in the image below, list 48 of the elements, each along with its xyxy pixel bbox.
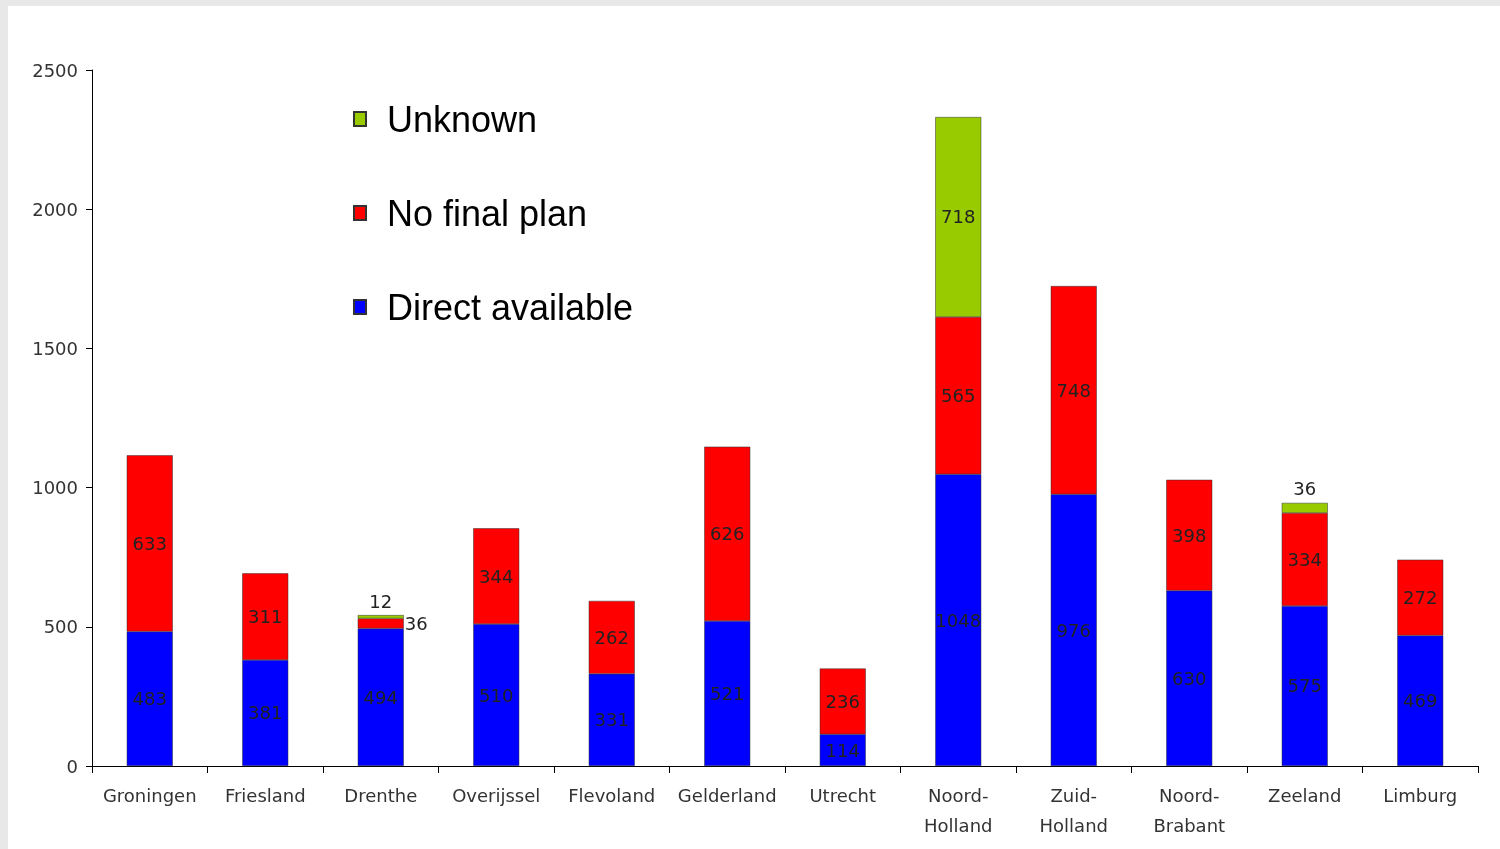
x-tick-label: Flevoland xyxy=(568,784,656,806)
x-tick-label: Utrecht xyxy=(809,784,877,806)
data-label: 236 xyxy=(825,690,860,712)
data-label: 718 xyxy=(941,206,976,228)
data-label: 483 xyxy=(132,688,167,710)
data-label: 630 xyxy=(1172,667,1207,689)
x-tick-label: Overijssel xyxy=(452,784,541,806)
data-label: 976 xyxy=(1056,619,1091,641)
data-label: 494 xyxy=(363,686,398,708)
y-tick-label: 1500 xyxy=(32,337,78,359)
legend-label: Direct available xyxy=(387,286,634,328)
data-label: 1048 xyxy=(935,609,982,631)
data-label: 748 xyxy=(1056,379,1091,401)
y-tick-label: 500 xyxy=(43,616,78,638)
x-tick-label: Gelderland xyxy=(677,784,777,806)
data-label: 626 xyxy=(710,523,745,545)
data-label: 334 xyxy=(1287,548,1322,570)
y-tick-label: 1000 xyxy=(32,477,78,499)
data-label: 331 xyxy=(594,709,629,731)
data-label: 36 xyxy=(404,612,428,634)
data-label: 469 xyxy=(1403,690,1438,712)
data-label: 521 xyxy=(710,682,745,704)
x-tick-label: Zuid-Holland xyxy=(1039,784,1108,836)
data-label: 262 xyxy=(594,626,629,648)
y-tick-label: 2000 xyxy=(32,198,78,220)
data-label: 575 xyxy=(1287,675,1322,697)
y-tick-label: 2500 xyxy=(32,59,78,81)
data-label: 344 xyxy=(479,565,514,587)
data-label: 12 xyxy=(369,590,393,612)
legend-label: Unknown xyxy=(387,98,538,140)
x-tick-label: Zeeland xyxy=(1268,784,1342,806)
data-label: 272 xyxy=(1403,587,1438,609)
x-tick-label: Friesland xyxy=(224,784,306,806)
legend-label: No final plan xyxy=(387,192,588,234)
data-label: 565 xyxy=(941,385,976,407)
data-label: 311 xyxy=(248,606,283,628)
x-tick-label: Drenthe xyxy=(344,784,418,806)
data-label: 114 xyxy=(825,739,860,761)
data-label: 398 xyxy=(1172,524,1207,546)
data-label: 510 xyxy=(479,684,514,706)
x-tick-label: Limburg xyxy=(1383,784,1458,806)
data-label: 36 xyxy=(1293,478,1317,500)
x-tick-label: Noord-Holland xyxy=(924,784,993,836)
y-tick-label: 0 xyxy=(66,755,78,777)
data-label: 633 xyxy=(132,532,167,554)
x-tick-label: Noord-Brabant xyxy=(1153,784,1226,836)
data-label: 381 xyxy=(248,702,283,724)
x-tick-label: Groningen xyxy=(102,784,197,806)
